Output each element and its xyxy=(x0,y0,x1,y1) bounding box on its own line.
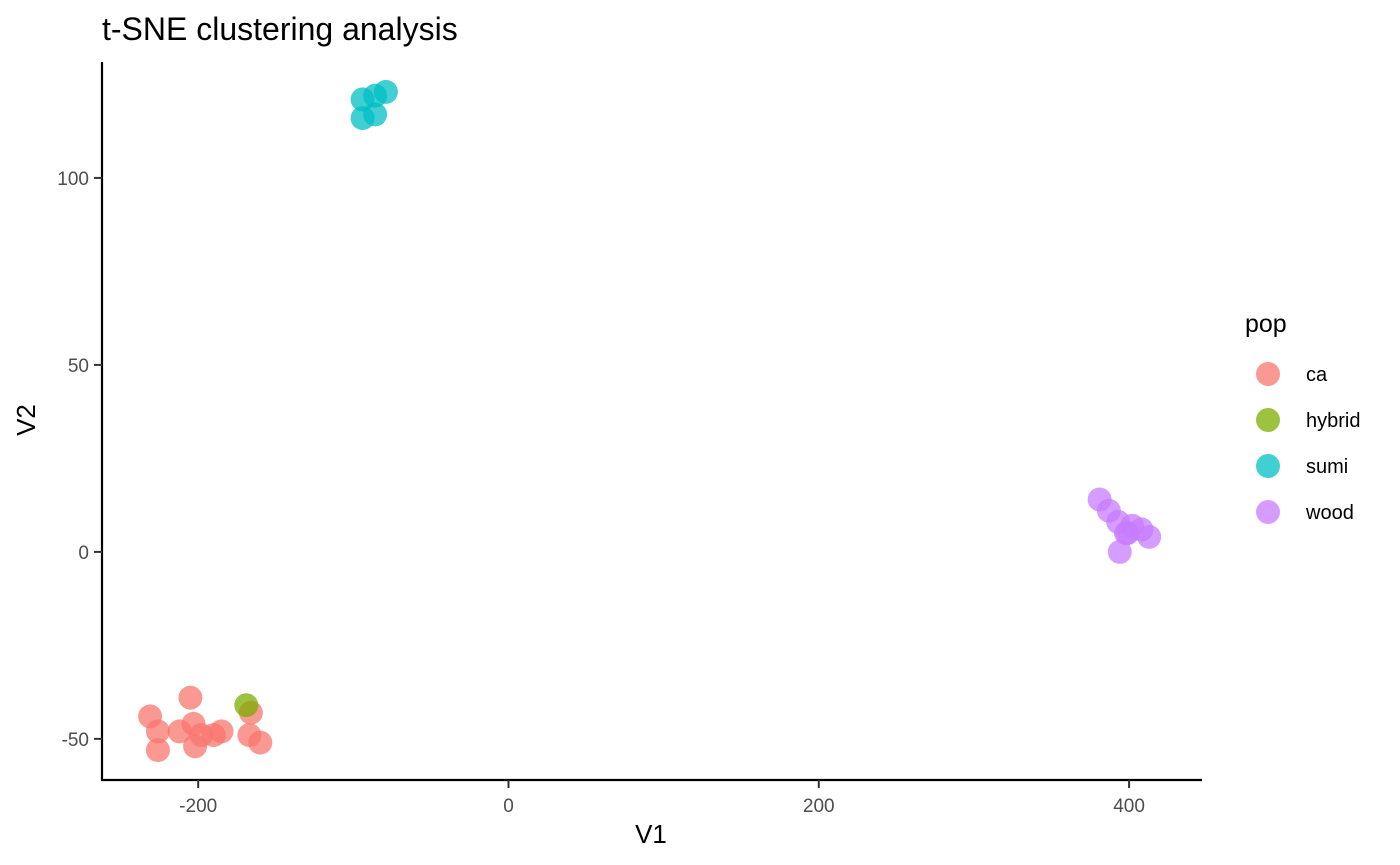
chart-title: t-SNE clustering analysis xyxy=(102,11,458,47)
y-tick-label: -50 xyxy=(62,730,89,751)
points-layer xyxy=(138,79,1162,763)
legend-items: ca hybrid sumi wood xyxy=(1256,362,1360,524)
x-axis-title: V1 xyxy=(635,819,667,849)
point-wood xyxy=(1107,539,1132,564)
legend-key-ca xyxy=(1256,362,1280,386)
legend-key-wood xyxy=(1256,500,1280,524)
y-axis-title: V2 xyxy=(11,404,41,436)
x-ticks: -200 0 200 400 xyxy=(179,780,1145,817)
point-sumi xyxy=(373,79,398,104)
legend-label-wood: wood xyxy=(1305,502,1354,524)
point-wood xyxy=(1114,521,1138,546)
legend-label-sumi: sumi xyxy=(1306,456,1348,478)
legend-title: pop xyxy=(1245,310,1287,338)
x-tick-label: -200 xyxy=(179,796,217,817)
point-ca xyxy=(248,730,273,755)
y-tick-label: 0 xyxy=(78,543,89,564)
legend-label-ca: ca xyxy=(1306,364,1328,386)
x-tick-label: 400 xyxy=(1113,796,1145,817)
y-tick-label: 50 xyxy=(68,356,89,377)
legend: pop ca hybrid sumi wood xyxy=(1245,310,1360,524)
point-ca xyxy=(145,719,170,744)
y-tick-label: 100 xyxy=(57,169,89,190)
point-wood xyxy=(1137,524,1162,549)
point-ca xyxy=(178,685,203,710)
point-sumi xyxy=(350,106,375,131)
legend-label-hybrid: hybrid xyxy=(1306,410,1360,432)
point-ca xyxy=(145,738,170,763)
x-tick-label: 200 xyxy=(803,796,835,817)
point-hybrid xyxy=(234,693,259,718)
y-ticks: -50 0 50 100 xyxy=(57,169,102,751)
x-tick-label: 0 xyxy=(503,796,514,817)
legend-key-hybrid xyxy=(1256,408,1280,432)
point-ca xyxy=(209,719,234,744)
legend-key-sumi xyxy=(1256,454,1280,478)
